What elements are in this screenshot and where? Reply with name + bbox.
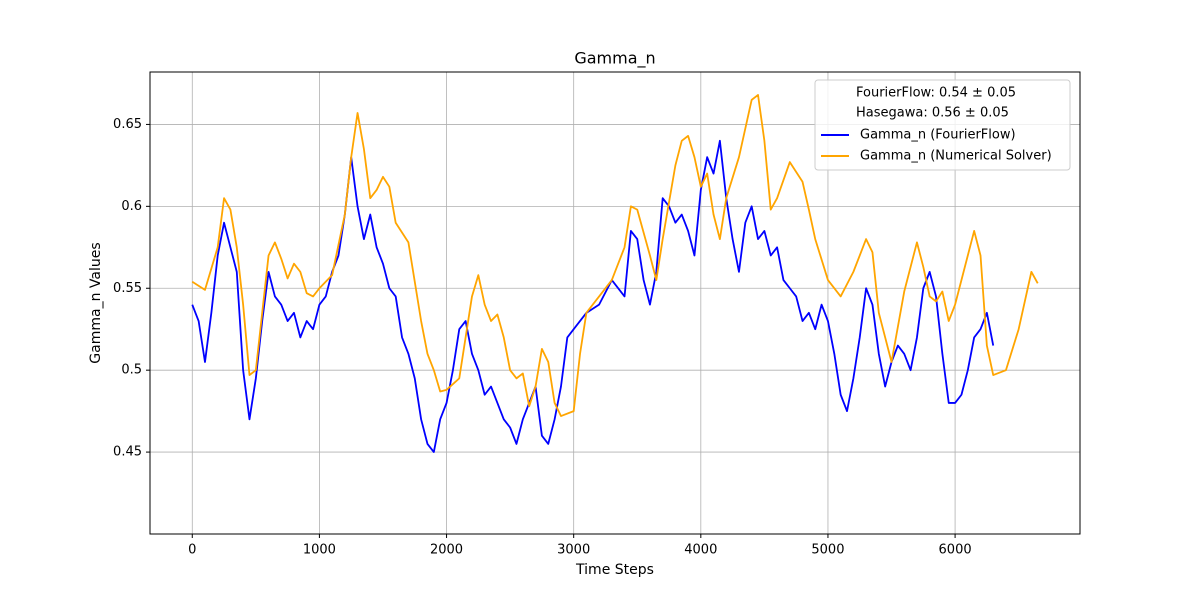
- x-tick-label: 6000: [939, 543, 972, 558]
- x-axis-label: Time Steps: [575, 562, 654, 578]
- y-tick-label: 0.6: [121, 199, 142, 214]
- legend-label: Gamma_n (Numerical Solver): [860, 149, 1052, 164]
- legend-box: [814, 79, 1071, 171]
- y-axis-label: Gamma_n Values: [88, 242, 104, 363]
- y-tick-label: 0.5: [121, 363, 142, 378]
- legend-label: Gamma_n (FourierFlow): [860, 128, 1016, 143]
- data-line: [191, 94, 1039, 417]
- plot-frame: [149, 71, 1081, 535]
- y-tick-label: 0.55: [113, 281, 142, 296]
- x-tick-label: 4000: [684, 543, 717, 558]
- x-tick-label: 0: [188, 543, 196, 558]
- x-tick-label: 1000: [303, 543, 336, 558]
- chart-title: Gamma_n: [574, 49, 655, 69]
- x-tick-label: 3000: [557, 543, 590, 558]
- y-tick-label: 0.65: [113, 117, 142, 132]
- legend-note: FourierFlow: 0.54 ± 0.05: [856, 86, 1016, 101]
- x-tick-label: 2000: [430, 543, 463, 558]
- x-tick-label: 5000: [811, 543, 844, 558]
- y-tick-label: 0.45: [113, 445, 142, 460]
- legend-note: Hasegawa: 0.56 ± 0.05: [856, 106, 1009, 121]
